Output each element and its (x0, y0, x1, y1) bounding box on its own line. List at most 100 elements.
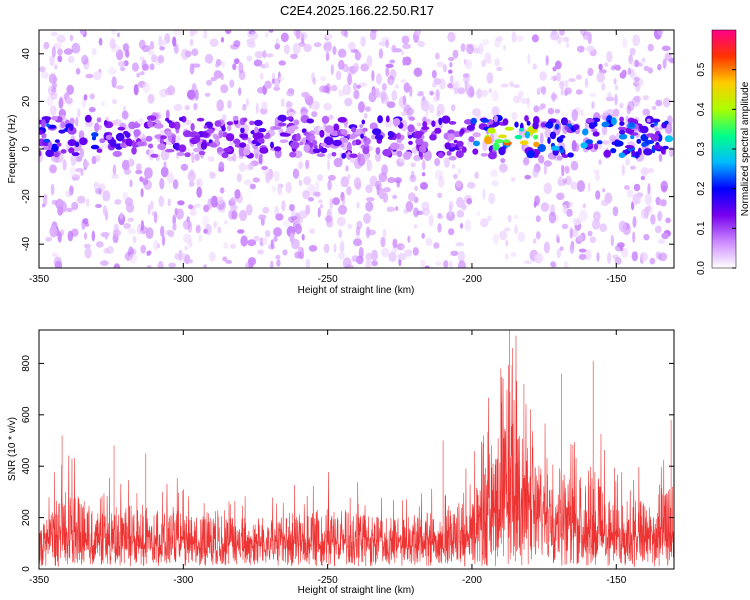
y-tick-label: 20 (21, 95, 32, 107)
spectrogram-band-cell (221, 152, 229, 159)
spectrogram-band-cell (537, 144, 546, 152)
spectrogram-cell (544, 127, 552, 139)
x-tick-label: -200 (462, 575, 482, 586)
spectrogram-cell (213, 70, 223, 79)
spectrogram-cell (204, 53, 214, 64)
spectrogram-cell (292, 42, 301, 55)
spectrogram-cell (587, 33, 592, 45)
spectrogram-cell (145, 227, 154, 239)
spectrogram-cell (153, 239, 159, 251)
spectrogram-cell (165, 109, 170, 120)
spectrogram-cell (163, 161, 167, 169)
spectrogram-cell (641, 57, 646, 63)
spectrogram-cell (253, 59, 263, 67)
spectrogram-cell (658, 153, 663, 162)
spectrogram-cell (554, 108, 561, 114)
spectrogram-band-cell (117, 126, 126, 131)
spectrogram-band-cell (233, 138, 241, 145)
spectrogram-cell (180, 163, 189, 171)
spectrogram-cell (496, 66, 503, 72)
spectrogram-cell (186, 89, 196, 100)
spectrogram-cell (612, 206, 619, 217)
spectrogram-cell (237, 229, 245, 234)
spectrogram-cell (556, 72, 561, 82)
spectrogram-cell (69, 34, 74, 42)
spectrogram-band-cell (226, 124, 232, 132)
spectrogram-cell (481, 59, 486, 68)
spectrogram-band-cell (198, 150, 206, 156)
spectrogram-cell (266, 53, 274, 58)
spectrogram-cell (487, 215, 492, 222)
spectrogram-cell (75, 116, 79, 127)
spectrogram-cell (238, 162, 247, 173)
spectrogram-cell (205, 223, 212, 236)
spectrogram-cell (50, 183, 55, 196)
spectrogram-cell (95, 241, 104, 248)
spectrogram-band-cell (43, 138, 51, 143)
spectrogram-cell (371, 260, 378, 267)
spectrogram-band-cell (664, 120, 669, 125)
spectrogram-cell (338, 204, 347, 215)
spectrogram-band-cell (362, 127, 368, 132)
spectrogram-cell (111, 98, 118, 105)
spectrogram-cell (327, 159, 331, 171)
spectrogram-band-cell (644, 139, 655, 145)
spectrogram-cell (457, 87, 466, 95)
spectrogram-cell (121, 110, 129, 120)
spectrogram-cell (580, 109, 584, 118)
spectrogram-cell (273, 170, 280, 182)
spectrogram-cell (575, 89, 583, 95)
spectrogram-band-cell (96, 148, 103, 153)
x-tick-label: -150 (606, 274, 626, 285)
spectrogram-cell (421, 232, 425, 239)
spectrogram-cell (353, 62, 359, 73)
spectrogram-band-cell (51, 115, 58, 121)
spectrogram-cell (539, 71, 547, 81)
spectrogram-cell (129, 179, 133, 188)
spectrogram-band-cell (550, 145, 560, 151)
spectrogram-cell (49, 164, 57, 174)
spectrogram-band-cell (374, 134, 384, 141)
spectrogram-band-cell (472, 148, 479, 155)
spectrogram-cell (52, 252, 58, 258)
spectrogram-cell (535, 215, 541, 223)
spectrogram-band-cell (194, 135, 201, 143)
spectrogram-cell (448, 228, 455, 236)
spectrogram-cell (247, 41, 256, 48)
spectrogram-cell (302, 189, 310, 200)
spectrogram-cell (79, 148, 84, 158)
spectrogram-cell (193, 103, 198, 111)
spectrogram-cell (136, 72, 141, 78)
spectrogram-cell (410, 162, 416, 168)
spectrogram-cell (255, 102, 259, 114)
spectrogram-cell (382, 228, 387, 239)
figure-title: C2E4.2025.166.22.50.R17 (280, 3, 434, 18)
spectrogram-cell (599, 223, 608, 232)
spectrogram-cell (274, 43, 281, 50)
spectrogram-band-cell (448, 133, 455, 141)
spectrogram-cell (66, 84, 74, 95)
spectrogram-band-cell (60, 149, 67, 154)
spectrogram-cell (633, 183, 641, 192)
spectrogram-cell (313, 42, 322, 48)
spectrogram-cell (323, 43, 327, 50)
spectrogram-band-cell (148, 143, 154, 149)
spectrogram-cell (494, 58, 501, 67)
spectrogram-cell (543, 165, 547, 175)
spectrogram-cell (142, 177, 149, 186)
spectrogram-cell (395, 206, 399, 211)
spectrogram-cell (187, 170, 196, 182)
spectrogram-band-cell (567, 152, 574, 158)
spectrogram-band-cell (418, 145, 427, 153)
spectrogram-band-cell (487, 127, 496, 134)
spectrogram-cell (330, 64, 334, 76)
spectrogram-cell (234, 58, 240, 65)
spectrogram-cell (591, 219, 601, 230)
spectrogram-band-cell (160, 135, 167, 140)
spectrogram-cell (71, 201, 79, 211)
spectrogram-cell (120, 66, 126, 72)
spectrogram-cell (85, 73, 94, 79)
spectrogram-band-cell (385, 115, 390, 123)
spectrogram-cell (128, 253, 138, 264)
spectrogram-cell (511, 31, 517, 43)
